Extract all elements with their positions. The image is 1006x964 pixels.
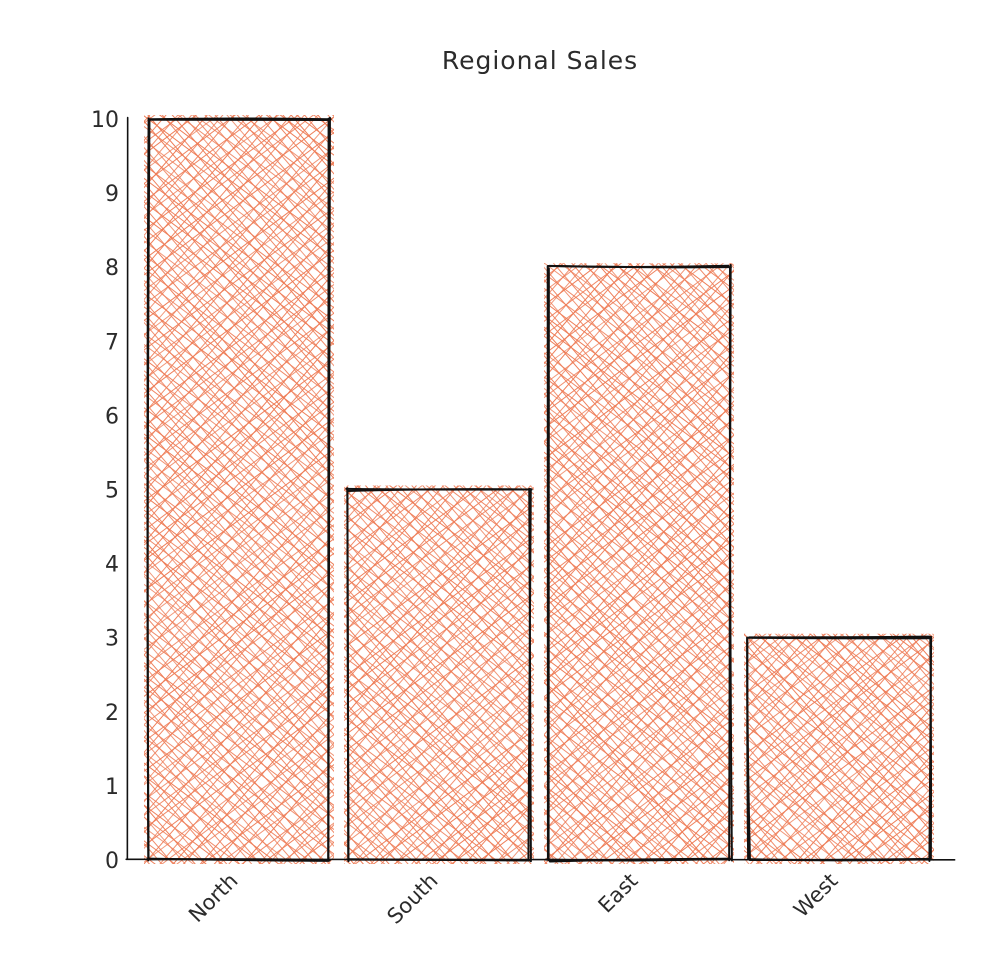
x-category-labels: North South East West [184, 869, 843, 929]
bars-layer [0, 111, 1006, 868]
y-tick-label: 0 [105, 849, 119, 874]
y-tick-label: 3 [105, 627, 119, 652]
y-tick-label: 10 [91, 108, 119, 133]
y-tick-label: 2 [105, 701, 119, 726]
x-category-label: East [594, 869, 643, 918]
y-tick-label: 8 [105, 256, 119, 281]
chart-title: Regional Sales [442, 46, 638, 75]
y-tick-label: 1 [105, 775, 119, 800]
y-tick-label: 4 [105, 553, 119, 578]
y-tick-label: 6 [105, 404, 119, 429]
x-category-label: North [184, 869, 243, 928]
x-category-label: South [382, 869, 442, 929]
y-tick-label: 9 [105, 182, 119, 207]
y-tick-label: 5 [105, 479, 119, 504]
x-category-label: West [789, 869, 842, 922]
y-tick-labels: 0 1 2 3 4 5 6 7 8 9 10 [91, 108, 119, 874]
y-tick-label: 7 [105, 330, 119, 355]
